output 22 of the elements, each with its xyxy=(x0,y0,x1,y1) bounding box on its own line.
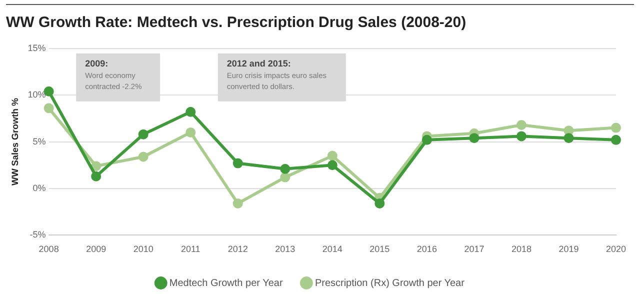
x-tick-label: 2020 xyxy=(606,244,626,254)
x-tick-label: 2019 xyxy=(558,244,579,254)
x-tick-label: 2014 xyxy=(322,244,342,254)
chart-title: WW Growth Rate: Medtech vs. Prescription Drug Sales (2008-20) xyxy=(5,13,468,33)
y-tick-label: 15% xyxy=(28,42,46,53)
x-tick-label: 2010 xyxy=(133,244,154,254)
x-tick-label: 2018 xyxy=(511,244,532,254)
x-tick-label: 2015 xyxy=(370,244,390,254)
y-tick-label: 10% xyxy=(28,90,46,100)
y-tick-label: 5% xyxy=(32,136,46,146)
x-tick-label: 2011 xyxy=(180,244,200,254)
y-axis-title: WW Sales Growth % xyxy=(10,98,20,186)
x-tick-label: 2016 xyxy=(416,244,437,254)
x-tick-label: 2008 xyxy=(38,244,59,254)
x-tick-label: 2017 xyxy=(464,244,484,254)
x-tick-label: 2009 xyxy=(86,244,106,254)
legend-label: Medtech Growth per Year xyxy=(169,278,284,289)
legend-label: Prescription (Rx) Growth per Year xyxy=(314,278,466,289)
y-tick-label: -5% xyxy=(30,230,46,240)
x-tick-label: 2013 xyxy=(275,244,296,254)
x-tick-label: 2012 xyxy=(228,244,248,254)
y-tick-label: 0% xyxy=(32,182,46,193)
